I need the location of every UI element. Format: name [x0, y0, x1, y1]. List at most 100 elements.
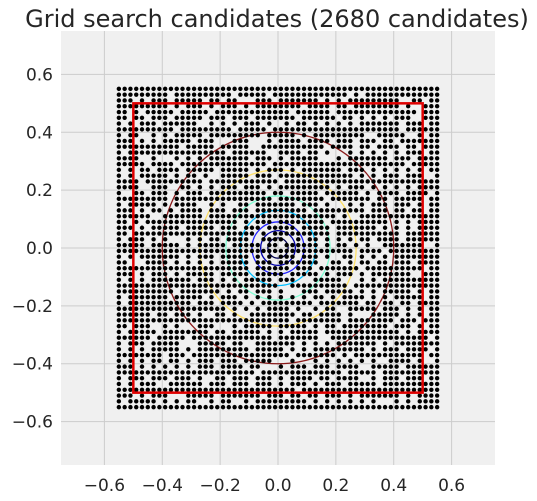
candidate-point	[377, 144, 382, 149]
candidate-point	[157, 127, 162, 132]
candidate-point	[394, 294, 399, 300]
candidate-point	[290, 381, 295, 387]
candidate-point	[417, 219, 422, 225]
candidate-point	[255, 115, 260, 121]
candidate-point	[382, 283, 388, 288]
candidate-point	[307, 329, 313, 335]
candidate-point	[348, 156, 353, 161]
candidate-point	[348, 144, 353, 149]
candidate-point	[226, 364, 232, 369]
candidate-point	[417, 370, 422, 375]
candidate-point	[151, 179, 156, 184]
candidate-point	[116, 329, 122, 335]
candidate-point	[296, 138, 301, 144]
candidate-point	[290, 300, 295, 306]
candidate-point	[382, 393, 388, 398]
candidate-point	[307, 202, 313, 207]
candidate-point	[423, 92, 428, 97]
candidate-point	[226, 132, 232, 138]
candidate-point	[290, 341, 295, 346]
candidate-point	[243, 318, 249, 323]
candidate-point	[423, 341, 428, 346]
candidate-point	[278, 237, 284, 242]
candidate-point	[324, 92, 330, 97]
candidate-point	[336, 260, 341, 265]
candidate-point	[197, 289, 203, 294]
candidate-point	[162, 387, 168, 392]
candidate-point	[180, 109, 185, 115]
candidate-point	[411, 231, 417, 236]
candidate-point	[290, 323, 295, 329]
candidate-point	[267, 294, 272, 300]
candidate-point	[377, 161, 382, 167]
candidate-point	[226, 173, 232, 178]
candidate-point	[220, 121, 226, 126]
candidate-point	[226, 271, 232, 277]
candidate-point	[417, 294, 422, 300]
candidate-point	[377, 196, 382, 202]
candidate-point	[220, 376, 226, 381]
candidate-point	[162, 213, 168, 219]
candidate-point	[382, 254, 388, 259]
candidate-point	[134, 335, 139, 340]
candidate-point	[215, 231, 220, 236]
candidate-point	[249, 248, 255, 254]
y-tick-label: −0.4	[12, 355, 53, 375]
candidate-point	[191, 381, 197, 387]
candidate-point	[429, 127, 434, 132]
candidate-point	[382, 202, 388, 207]
candidate-point	[232, 121, 237, 126]
bounds-rectangle	[132, 102, 424, 394]
candidate-point	[238, 138, 243, 144]
candidate-point	[313, 283, 318, 288]
candidate-point	[336, 283, 341, 288]
candidate-point	[434, 329, 440, 335]
candidate-point	[434, 161, 440, 167]
candidate-point	[232, 323, 237, 329]
candidate-point	[353, 341, 359, 346]
candidate-point	[301, 381, 307, 387]
candidate-point	[197, 132, 203, 138]
candidate-point	[139, 248, 145, 254]
candidate-point	[220, 329, 226, 335]
candidate-point	[307, 387, 313, 392]
candidate-point	[186, 283, 191, 288]
candidate-point	[134, 127, 139, 132]
candidate-point	[272, 347, 278, 352]
candidate-point	[261, 231, 266, 236]
candidate-point	[284, 173, 289, 178]
candidate-point	[382, 161, 388, 167]
candidate-point	[365, 404, 370, 410]
candidate-point	[336, 138, 341, 144]
candidate-point	[359, 271, 365, 277]
candidate-point	[272, 387, 278, 392]
candidate-point	[371, 161, 376, 167]
candidate-point	[348, 266, 353, 271]
candidate-point	[238, 86, 243, 92]
candidate-point	[157, 179, 162, 184]
candidate-point	[122, 98, 127, 103]
candidate-point	[209, 179, 214, 184]
candidate-point	[157, 248, 162, 254]
candidate-point	[151, 121, 156, 126]
candidate-point	[423, 300, 428, 306]
candidate-point	[313, 179, 318, 184]
candidate-point	[174, 156, 179, 161]
candidate-point	[243, 144, 249, 149]
candidate-point	[255, 358, 260, 364]
candidate-point	[215, 312, 220, 317]
contour-line	[267, 237, 289, 259]
candidate-point	[382, 231, 388, 236]
candidate-point	[359, 341, 365, 346]
candidate-point	[406, 370, 411, 375]
candidate-point	[336, 370, 341, 375]
y-tick-label: 0.4	[26, 123, 53, 143]
candidate-point	[249, 277, 255, 283]
candidate-point	[382, 219, 388, 225]
candidate-point	[394, 208, 399, 213]
candidate-point	[243, 387, 249, 392]
candidate-point	[411, 109, 417, 115]
candidate-point	[261, 271, 266, 277]
candidate-point	[174, 98, 179, 103]
candidate-point	[290, 399, 295, 404]
